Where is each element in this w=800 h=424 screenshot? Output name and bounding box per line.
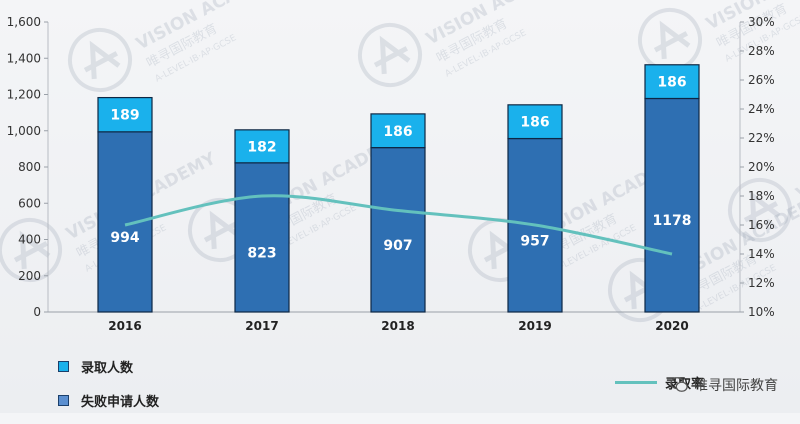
rate-line <box>124 194 673 256</box>
y-right-tick-label: 16% <box>748 218 775 232</box>
y-right-tick-label: 30% <box>748 15 775 29</box>
bar-admitted <box>370 113 426 149</box>
y-left-tick-label: 600 <box>18 196 41 210</box>
bar-admitted-value-label: 182 <box>247 139 276 155</box>
legend-label-rejected: 失败申请人数 <box>81 394 160 410</box>
watermark-ring <box>358 23 422 87</box>
x-tick-label: 2017 <box>245 319 278 333</box>
bar-admitted-value-label: 186 <box>383 124 412 140</box>
legend-item-admitted: 录取人数 <box>58 356 159 376</box>
x-tick-label: 2019 <box>518 319 551 333</box>
watermark-logo <box>13 230 51 270</box>
legend-swatch-rejected <box>58 394 69 406</box>
y-right-tick-label: 10% <box>748 305 775 319</box>
legend-item-rejected: 失败申请人数 <box>58 390 159 410</box>
y-left-tick-label: 200 <box>18 269 41 283</box>
legend: 录取人数 失败申请人数 <box>58 356 159 424</box>
y-right-tick-label: 28% <box>748 44 775 58</box>
watermark-logo <box>373 35 411 75</box>
bar-admitted <box>234 129 290 164</box>
legend-line-rate <box>615 381 657 384</box>
bar-admitted <box>644 64 700 100</box>
legend-label-admitted: 录取人数 <box>81 360 134 376</box>
rate-line-path <box>124 194 673 256</box>
y-right-tick-label: 20% <box>748 160 775 174</box>
watermark-ring <box>0 218 62 282</box>
bar-rejected-value-label: 907 <box>383 238 412 254</box>
watermark-ring <box>728 178 792 242</box>
bar-admitted <box>97 96 153 133</box>
watermark-logo <box>653 20 691 60</box>
bar-admitted <box>507 104 563 140</box>
y-right-tick-label: 12% <box>748 276 775 290</box>
watermark-ring <box>68 28 132 92</box>
y-left-tick-label: 400 <box>18 233 41 247</box>
bar-rejected <box>644 97 700 313</box>
watermark-logo <box>203 210 241 250</box>
y-left-tick-label: 1,600 <box>7 15 41 29</box>
bar-rejected <box>234 162 290 313</box>
y-left-tick-label: 1,400 <box>7 51 41 65</box>
bar-rejected-value-label: 957 <box>520 233 549 249</box>
watermark-logo <box>83 40 121 80</box>
y-right-tick-label: 26% <box>748 73 775 87</box>
legend-swatch-admitted <box>58 360 69 372</box>
wechat-icon <box>670 377 688 392</box>
watermark-text: VISION ACADEMY <box>793 108 800 204</box>
x-tick-label: 2018 <box>381 319 414 333</box>
brand: 唯寻国际教育 <box>670 375 778 395</box>
bar-admitted-value-label: 189 <box>110 108 139 124</box>
y-left-tick-label: 0 <box>33 305 41 319</box>
y-right-tick-label: 22% <box>748 131 775 145</box>
y-left-tick-label: 800 <box>18 160 41 174</box>
x-tick-label: 2016 <box>108 319 141 333</box>
bar-rejected-value-label: 1178 <box>653 213 692 229</box>
y-right-tick-label: 18% <box>748 189 775 203</box>
y-left-tick-label: 1,200 <box>7 88 41 102</box>
bar-rejected-value-label: 823 <box>247 245 276 261</box>
watermark-logo <box>743 190 781 230</box>
x-tick-label: 2020 <box>655 319 688 333</box>
axes: 0 200 400 600 800 1,000 1,200 1,400 1,600 10% 12% 1… <box>7 15 775 333</box>
y-left-tick-label: 1,000 <box>7 124 41 138</box>
bar-rejected-value-label: 994 <box>110 230 139 246</box>
brand-label: 唯寻国际教育 <box>694 378 778 394</box>
y-right-tick-label: 14% <box>748 247 775 261</box>
bar-admitted-value-label: 186 <box>520 115 549 131</box>
y-right-tick-label: 24% <box>748 102 775 116</box>
bar-rejected <box>370 147 426 313</box>
bar-admitted-value-label: 186 <box>657 75 686 91</box>
bar-rejected <box>97 131 153 313</box>
